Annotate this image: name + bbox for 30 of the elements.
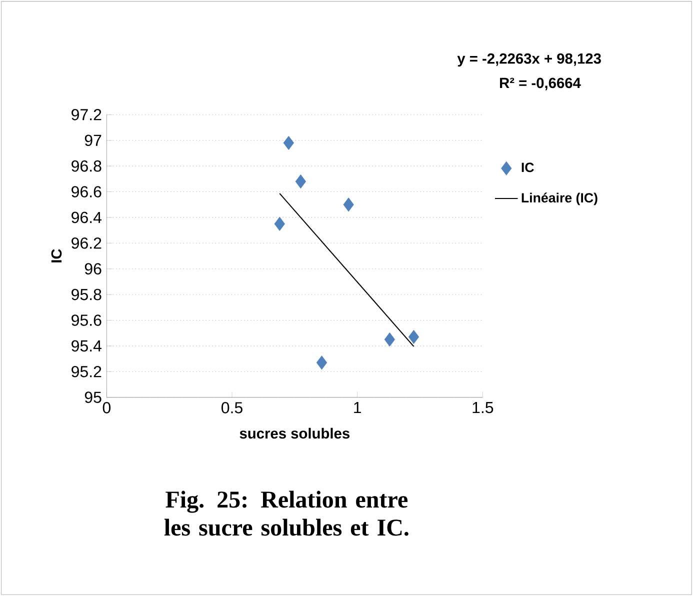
legend-label: IC <box>522 162 534 172</box>
y-tick-label: 95.2 <box>72 366 102 378</box>
y-tick-label: 95.4 <box>72 340 102 352</box>
point <box>384 332 395 346</box>
y-tick-label: 95 <box>84 392 102 403</box>
caption: Fig. 25: Relation entre les sucre solubles et IC. <box>164 490 408 536</box>
x-tick-label: 1.5 <box>472 402 494 414</box>
y-tick-label: 96.6 <box>72 186 102 198</box>
point <box>408 330 420 344</box>
y-tick-label: 97 <box>84 134 102 146</box>
y-tick-label: 97.2 <box>72 109 102 120</box>
x-tick-label: 1 <box>354 402 361 414</box>
point <box>343 198 354 212</box>
y-tick-label: 96.4 <box>72 212 102 224</box>
y-tick-label: 95.6 <box>72 314 102 326</box>
point <box>295 174 306 188</box>
y-tick-label: 96.2 <box>72 237 102 249</box>
legend-label: Linéaire (IC) <box>522 192 598 206</box>
x-tick-label: 0.5 <box>222 402 242 414</box>
point <box>283 136 294 150</box>
text: R² = -0,6664 <box>500 78 581 90</box>
y-tick-label: 95.8 <box>72 288 102 300</box>
x-axis-title: sucres solubles <box>240 428 350 439</box>
y-tick-label: 96 <box>84 263 102 274</box>
x-tick-label: 0 <box>102 402 111 414</box>
y-axis-title: IC <box>51 249 62 262</box>
point <box>316 356 328 370</box>
y-tick-label: 96.8 <box>72 160 102 172</box>
text: y = -2,2263x + 98,123 <box>457 53 601 67</box>
point <box>274 216 285 231</box>
